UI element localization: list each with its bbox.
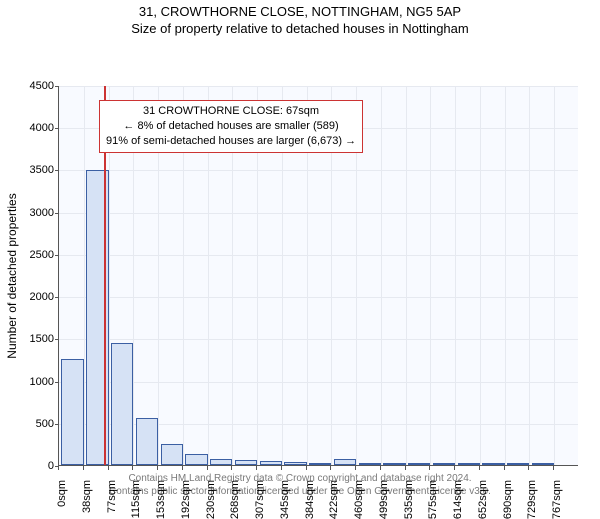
gridline-v xyxy=(381,86,382,465)
gridline-v xyxy=(505,86,506,465)
histogram-bar xyxy=(309,463,331,465)
gridline-h xyxy=(59,213,578,214)
xtick-mark xyxy=(132,466,133,470)
annotation-line2: ← 8% of detached houses are smaller (589… xyxy=(106,119,356,134)
gridline-h xyxy=(59,170,578,171)
plot-region: 31 CROWTHORNE CLOSE: 67sqm ← 8% of detac… xyxy=(58,86,578,466)
gridline-h xyxy=(59,382,578,383)
gridline-h xyxy=(59,339,578,340)
gridline-h xyxy=(59,297,578,298)
xtick-mark xyxy=(306,466,307,470)
xtick-mark xyxy=(231,466,232,470)
title-subtitle: Size of property relative to detached ho… xyxy=(0,21,600,36)
xtick-mark xyxy=(330,466,331,470)
xtick-label: 38sqm xyxy=(81,480,93,513)
histogram-bar xyxy=(383,463,405,465)
histogram-bar xyxy=(111,343,133,465)
ytick-label: 2000 xyxy=(14,291,54,303)
xtick-mark xyxy=(207,466,208,470)
gridline-v xyxy=(430,86,431,465)
xtick-mark xyxy=(479,466,480,470)
xtick-mark xyxy=(281,466,282,470)
xtick-mark xyxy=(58,466,59,470)
xtick-mark xyxy=(454,466,455,470)
xtick-label: 0sqm xyxy=(56,480,68,507)
ytick-mark xyxy=(55,424,59,425)
histogram-bar xyxy=(507,463,529,465)
ytick-label: 500 xyxy=(14,418,54,430)
xtick-mark xyxy=(429,466,430,470)
ytick-mark xyxy=(55,170,59,171)
xtick-mark xyxy=(528,466,529,470)
ytick-label: 1000 xyxy=(14,376,54,388)
gridline-v xyxy=(554,86,555,465)
annotation-box: 31 CROWTHORNE CLOSE: 67sqm ← 8% of detac… xyxy=(99,100,363,153)
ytick-label: 3500 xyxy=(14,164,54,176)
histogram-bar xyxy=(136,418,158,465)
histogram-bar xyxy=(260,461,282,465)
histogram-bar xyxy=(61,359,83,465)
annotation-line1: 31 CROWTHORNE CLOSE: 67sqm xyxy=(106,104,356,119)
histogram-bar xyxy=(284,462,306,465)
chart-area: Number of detached properties 31 CROWTHO… xyxy=(58,86,578,466)
xtick-mark xyxy=(553,466,554,470)
ytick-mark xyxy=(55,213,59,214)
ytick-mark xyxy=(55,339,59,340)
histogram-bar xyxy=(532,463,554,465)
xtick-label: 115sqm xyxy=(130,480,142,518)
histogram-bar xyxy=(210,459,232,465)
ytick-label: 3000 xyxy=(14,207,54,219)
xtick-mark xyxy=(355,466,356,470)
gridline-h xyxy=(59,255,578,256)
histogram-bar xyxy=(408,463,430,465)
ytick-mark xyxy=(55,382,59,383)
ytick-label: 2500 xyxy=(14,249,54,261)
ytick-label: 4000 xyxy=(14,122,54,134)
annotation-line3: 91% of semi-detached houses are larger (… xyxy=(106,134,356,149)
ytick-mark xyxy=(55,297,59,298)
title-address: 31, CROWTHORNE CLOSE, NOTTINGHAM, NG5 5A… xyxy=(0,4,600,19)
gridline-v xyxy=(406,86,407,465)
ytick-label: 0 xyxy=(14,460,54,472)
gridline-h xyxy=(59,86,578,87)
ytick-label: 1500 xyxy=(14,333,54,345)
ytick-mark xyxy=(55,86,59,87)
xtick-label: 77sqm xyxy=(106,480,118,513)
xtick-mark xyxy=(157,466,158,470)
histogram-bar xyxy=(334,459,356,465)
xtick-mark xyxy=(380,466,381,470)
histogram-bar xyxy=(235,460,257,465)
xtick-mark xyxy=(504,466,505,470)
histogram-bar xyxy=(482,463,504,465)
xtick-mark xyxy=(182,466,183,470)
histogram-bar xyxy=(359,463,381,465)
ytick-mark xyxy=(55,128,59,129)
histogram-bar xyxy=(185,454,207,465)
gridline-v xyxy=(455,86,456,465)
histogram-bar xyxy=(458,463,480,465)
gridline-v xyxy=(529,86,530,465)
xtick-mark xyxy=(83,466,84,470)
ytick-mark xyxy=(55,255,59,256)
ytick-label: 4500 xyxy=(14,80,54,92)
histogram-bar xyxy=(161,444,183,465)
gridline-v xyxy=(84,86,85,465)
histogram-bar xyxy=(433,463,455,465)
xtick-mark xyxy=(108,466,109,470)
xtick-mark xyxy=(405,466,406,470)
xtick-mark xyxy=(256,466,257,470)
gridline-v xyxy=(480,86,481,465)
